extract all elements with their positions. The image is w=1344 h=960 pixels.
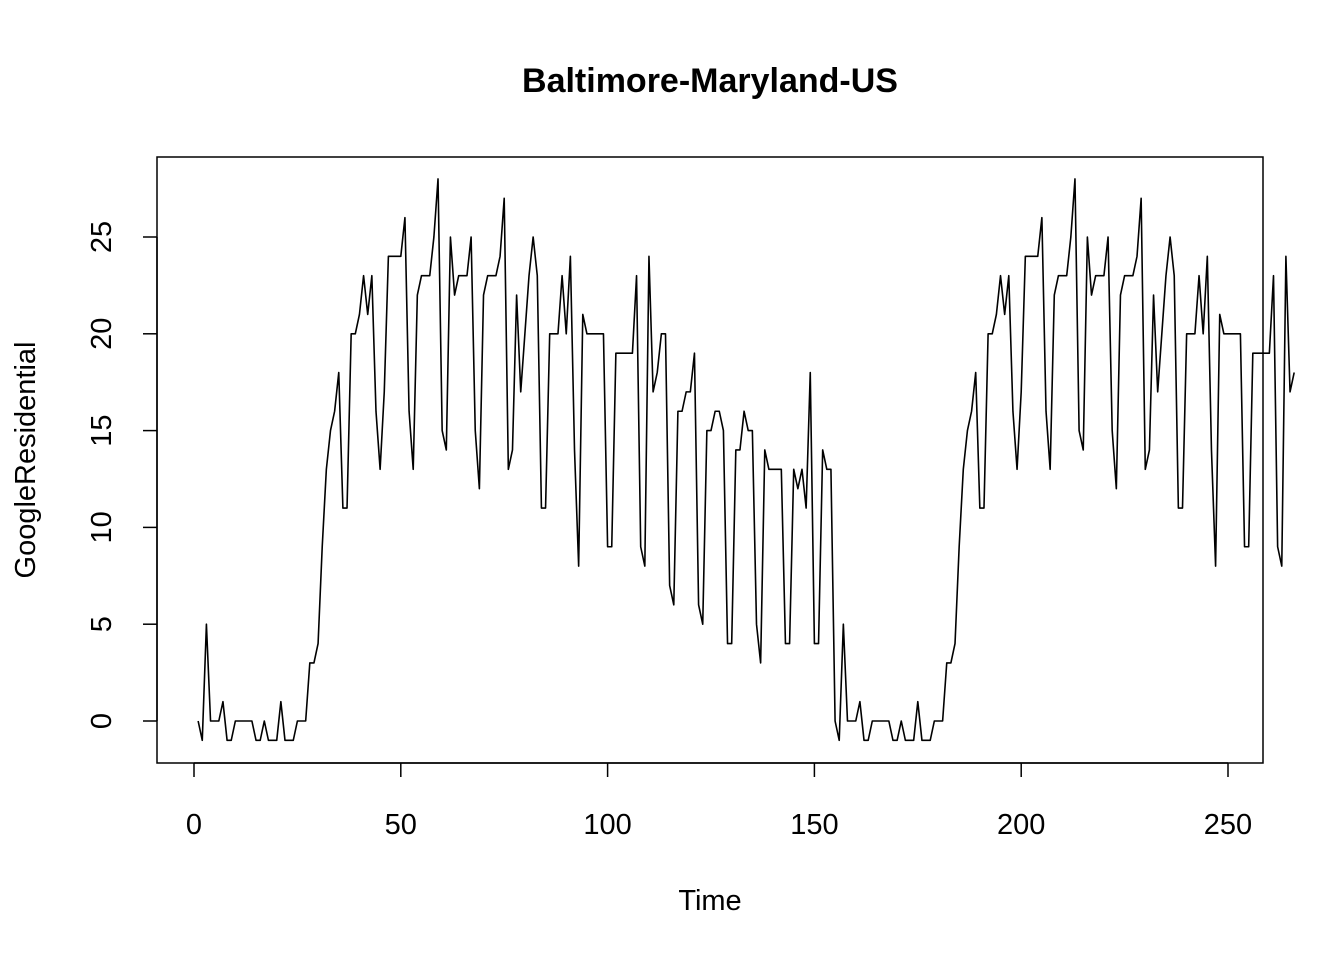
x-tick-label: 150	[790, 809, 838, 841]
series-line	[197, 178, 1295, 742]
y-tick-label: 10	[86, 511, 118, 543]
y-tick-label: 20	[86, 318, 118, 350]
x-tick-label: 0	[186, 809, 202, 841]
x-axis-label: Time	[678, 885, 741, 917]
x-tick-label: 100	[583, 809, 631, 841]
y-tick-label: 5	[86, 616, 118, 632]
plot-frame	[156, 156, 1264, 764]
y-tick-label: 25	[86, 221, 118, 253]
y-axis: 0 5 10 15 20 25	[86, 221, 158, 729]
y-tick-label: 0	[86, 713, 118, 729]
x-tick-label: 200	[997, 809, 1045, 841]
x-tick-label: 50	[385, 809, 417, 841]
y-axis-label: GoogleResidential	[10, 342, 42, 579]
x-tick-label: 250	[1204, 809, 1252, 841]
chart-title: Baltimore-Maryland-US	[522, 62, 898, 100]
y-tick-label: 15	[86, 414, 118, 446]
x-axis: 0 50 100 150 200 250	[186, 762, 1252, 841]
